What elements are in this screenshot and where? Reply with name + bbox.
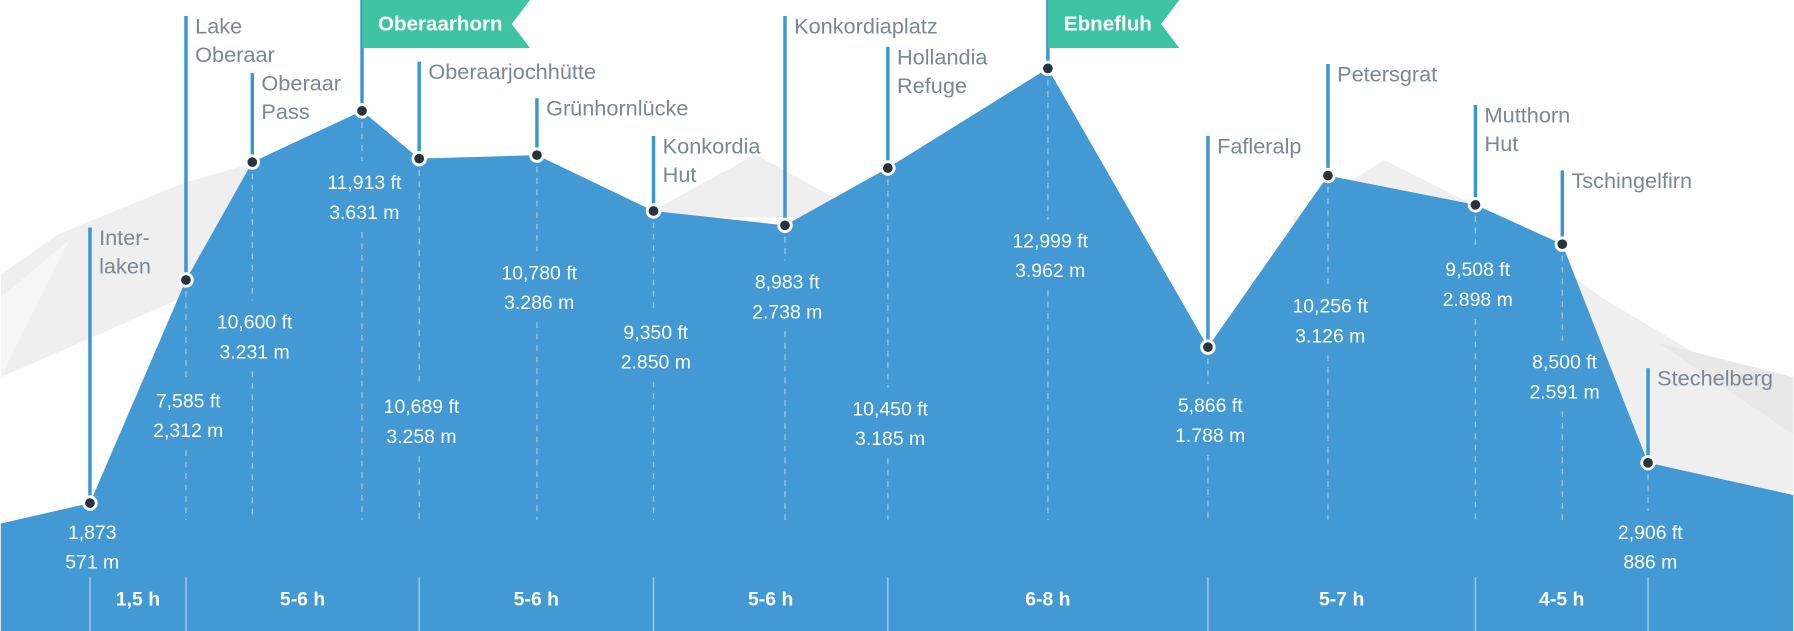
stage-duration: 6-8 h: [1025, 588, 1070, 610]
elevation-ft-label: 2,906 ft: [1618, 522, 1683, 544]
station-point: [1320, 167, 1336, 184]
station-label: Oberaarhorn: [378, 13, 503, 36]
peak-flag: Ebnefluh: [1047, 0, 1180, 49]
flag-shape: [362, 0, 531, 49]
mountain: [640, 154, 870, 218]
station-label-line: Pass: [261, 99, 309, 124]
station-label: Hollandia Refuge: [897, 44, 988, 98]
elevation-ft-label: 12,999 ft: [1012, 230, 1088, 252]
station-point: [880, 160, 896, 176]
station-label-line: Mutthorn: [1485, 102, 1571, 127]
elevation-ft-label: 10,450 ft: [852, 399, 928, 421]
station-point: [1040, 60, 1056, 77]
station-label-line: Petersgrat: [1337, 61, 1437, 86]
elevation-m-label: 2.898 m: [1443, 289, 1513, 311]
station-label: Konkordiaplatz: [794, 13, 938, 38]
elevation-m-label: 2.850 m: [621, 352, 691, 374]
elevation-ft-label: 9,508 ft: [1445, 259, 1510, 281]
station-point: [1554, 236, 1571, 252]
station-label: Tschingelfirn: [1571, 167, 1692, 192]
elevation-ft-label: 10,600 ft: [217, 312, 293, 334]
station-point: [529, 147, 545, 163]
peak-flag: Oberaarhorn: [362, 0, 531, 49]
station-label-line: Inter-: [99, 225, 150, 250]
elevation-ft-label: 9,350 ft: [623, 322, 688, 344]
station-label-line: Konkordiaplatz: [794, 13, 938, 38]
station-point: [1640, 455, 1656, 471]
stage-duration: 5-6 h: [514, 588, 559, 610]
elevation-ft-label: 8,500 ft: [1532, 352, 1597, 374]
elevation-m-label: 1.788 m: [1175, 425, 1245, 447]
station-point: [411, 150, 427, 167]
elevation-area: [0, 68, 1794, 631]
elevation-m-label: 3.258 m: [386, 426, 456, 448]
elevation-ft-label: 11,913 ft: [327, 172, 402, 194]
station-label: Ebnefluh: [1064, 13, 1152, 36]
station-label-line: Refuge: [897, 73, 967, 98]
station-label: Oberaar Pass: [261, 70, 341, 124]
station-point: [645, 203, 662, 219]
station-label-line: Stechelberg: [1657, 365, 1773, 390]
station-label-line: Oberaar: [195, 42, 275, 67]
stage-duration: 4-5 h: [1539, 588, 1584, 610]
elevation-ft-label: 8,983 ft: [755, 272, 820, 294]
station-label-line: laken: [99, 253, 151, 278]
elevation-ft-label: 1,873: [68, 522, 117, 544]
station-label-line: Tschingelfirn: [1571, 167, 1692, 192]
station-label: Inter-laken: [99, 225, 151, 279]
elevation-m-label: 571 m: [65, 552, 119, 574]
station-point: [1200, 339, 1216, 355]
station-label: Mutthorn Hut: [1485, 102, 1571, 156]
station-label-line: Hut: [663, 162, 697, 187]
station-label-line: Grünhornlücke: [546, 95, 688, 120]
station-label: Konkordia Hut: [663, 133, 762, 187]
elevation-m-label: 3.185 m: [855, 428, 925, 450]
station-point: [354, 103, 370, 119]
elevation-ft-label: 5,866 ft: [1178, 395, 1243, 417]
station-label-line: Oberaarjochhütte: [428, 59, 596, 84]
station-point: [82, 495, 98, 511]
elevation-m-label: 3.286 m: [504, 292, 574, 314]
station-label: Oberaarjochhütte: [428, 59, 596, 84]
station-point: [244, 154, 260, 170]
station-label: Lake Oberaar: [195, 13, 275, 67]
elevation-m-label: 2.738 m: [752, 301, 822, 323]
stage-duration: 5-7 h: [1319, 588, 1364, 610]
station-point: [178, 272, 194, 288]
station-label: Petersgrat: [1337, 61, 1437, 86]
elevation-ft-label: 10,256 ft: [1292, 296, 1368, 318]
stage-duration: 5-6 h: [748, 588, 793, 610]
stage-duration: 1,5 h: [116, 588, 160, 610]
station-point: [1467, 197, 1484, 213]
elevation-m-label: 3.231 m: [219, 341, 289, 363]
station-label-line: Fafleralp: [1217, 133, 1301, 158]
elevation-ft-label: 10,689 ft: [384, 396, 460, 418]
station-label: Stechelberg: [1657, 365, 1773, 390]
station-label: Grünhornlücke: [546, 95, 688, 120]
elevation-m-label: 2.591 m: [1529, 381, 1599, 403]
station-label: Fafleralp: [1217, 133, 1301, 158]
elevation-m-label: 3.126 m: [1295, 325, 1365, 347]
station-label-line: Konkordia: [663, 133, 762, 158]
elevation-ft-label: 7,585 ft: [156, 391, 221, 413]
station-label-line: Hut: [1485, 131, 1519, 156]
stage-duration: 5-6 h: [280, 588, 325, 610]
elevation-m-label: 3.962 m: [1015, 260, 1085, 282]
station-label-line: Lake: [195, 13, 242, 38]
elevation-m-label: 886 m: [1623, 552, 1677, 574]
elevation-m-label: 2,312 m: [153, 420, 223, 442]
flag-shape: [1047, 0, 1180, 49]
station-point: [777, 217, 793, 234]
station-label-line: Oberaar: [261, 70, 341, 95]
elevation-m-label: 3.631 m: [329, 202, 399, 224]
station-label-line: Hollandia: [897, 44, 988, 69]
elevation-ft-label: 10,780 ft: [501, 262, 577, 284]
